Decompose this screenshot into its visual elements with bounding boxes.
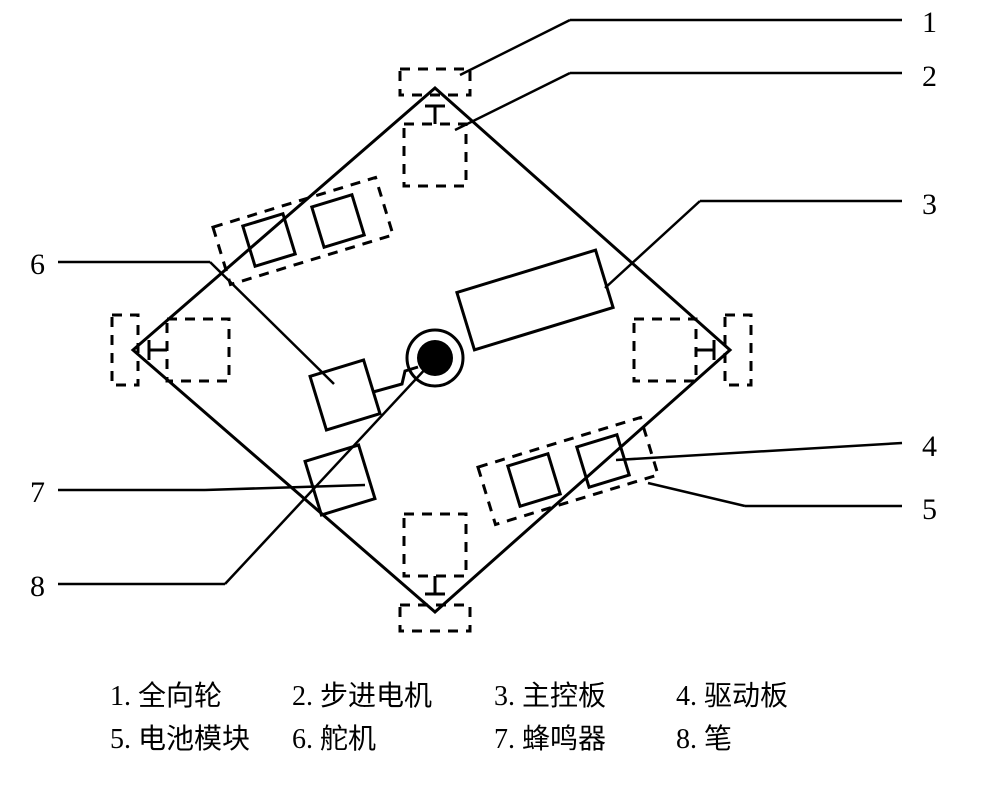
- legend-text: 步进电机: [320, 681, 432, 712]
- legend-num: 1.: [110, 681, 131, 712]
- callout-label-8: 8: [30, 570, 45, 604]
- legend-item-3: 3. 主控板: [494, 675, 669, 718]
- legend-num: 5.: [110, 724, 131, 755]
- callout-label-5: 5: [922, 493, 937, 527]
- legend-text: 电池模块: [138, 724, 250, 755]
- legend-row-2: 5. 电池模块 6. 舵机 7. 蜂鸣器 8. 笔: [110, 718, 846, 761]
- legend-item-2: 2. 步进电机: [292, 675, 487, 718]
- legend-item-4: 4. 驱动板: [676, 675, 846, 718]
- legend-num: 2.: [292, 681, 313, 712]
- legend-item-8: 8. 笔: [676, 718, 846, 761]
- callout-label-4: 4: [922, 430, 937, 464]
- legend-text: 舵机: [320, 724, 376, 755]
- legend-row-1: 1. 全向轮 2. 步进电机 3. 主控板 4. 驱动板: [110, 675, 846, 718]
- callout-label-1: 1: [922, 6, 937, 40]
- diagram-svg: [0, 0, 1000, 785]
- legend-num: 6.: [292, 724, 313, 755]
- legend-num: 4.: [676, 681, 697, 712]
- legend-num: 7.: [494, 724, 515, 755]
- callout-label-3: 3: [922, 188, 937, 222]
- legend-text: 驱动板: [704, 681, 788, 712]
- legend-text: 笔: [704, 724, 732, 755]
- callout-label-6: 6: [30, 248, 45, 282]
- callout-label-7: 7: [30, 476, 45, 510]
- legend-text: 全向轮: [138, 681, 222, 712]
- legend-item-7: 7. 蜂鸣器: [494, 718, 669, 761]
- legend-item-5: 5. 电池模块: [110, 718, 285, 761]
- legend-num: 3.: [494, 681, 515, 712]
- legend-item-1: 1. 全向轮: [110, 675, 285, 718]
- diagram-stage: { "canvas": { "w": 1000, "h": 785, "bg":…: [0, 0, 1000, 785]
- legend-text: 蜂鸣器: [522, 724, 606, 755]
- legend-text: 主控板: [522, 681, 606, 712]
- legend: 1. 全向轮 2. 步进电机 3. 主控板 4. 驱动板 5. 电池模块 6. …: [110, 675, 846, 762]
- legend-num: 8.: [676, 724, 697, 755]
- callout-label-2: 2: [922, 60, 937, 94]
- legend-item-6: 6. 舵机: [292, 718, 487, 761]
